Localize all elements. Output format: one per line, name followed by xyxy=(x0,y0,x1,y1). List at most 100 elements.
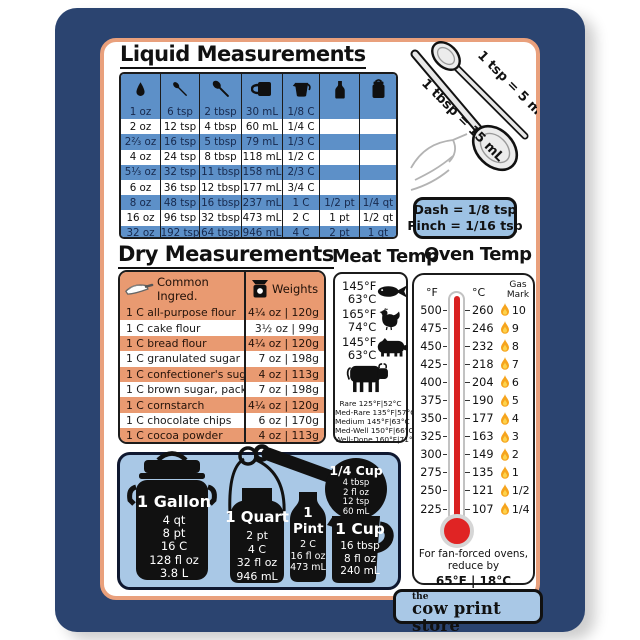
liquid-cell-cup: 1/3 C xyxy=(283,134,320,150)
spoon-conversions-graphic: 1 tbsp = 15 mL 1 tsp = 5 mL xyxy=(407,40,550,198)
oven-table-row: 475 246 9 xyxy=(417,319,534,337)
quart-jar-icon xyxy=(228,446,286,583)
dash-pinch-box: Dash = 1/8 tsp Pinch = 1/16 tsp xyxy=(407,197,523,239)
oven-cell-fahrenheit: 350 xyxy=(420,412,442,426)
oven-cell-fahrenheit: 400 xyxy=(420,375,442,389)
quarter-cup-label: 1/4 Cup 4 tbsp 2 fl oz 12 tsp 60 mL xyxy=(327,463,385,517)
oven-cell-celsius: 232 xyxy=(471,339,494,353)
cow-icon xyxy=(343,362,398,398)
quarter-cup-name: 1/4 Cup xyxy=(329,463,383,478)
liquid-cell-cup: 2 C xyxy=(283,210,320,226)
oven-cell-celsius: 121 xyxy=(471,484,494,498)
quarter-cup-equivalents: 4 tbsp 2 fl oz 12 tsp 60 mL xyxy=(342,478,370,517)
liquid-cell-quart xyxy=(360,119,396,134)
tablespoon-icon xyxy=(200,74,242,104)
dry-table-header: Common Ingred. Weights xyxy=(120,272,324,305)
liquid-cell-ml: 473 mL xyxy=(242,210,283,226)
liquid-cell-pint xyxy=(320,179,360,196)
right-tick xyxy=(465,345,470,347)
liquid-cell-oz: 5⅓ oz xyxy=(121,164,161,180)
liquid-cell-quart xyxy=(360,150,396,165)
dry-table-row: 1 C brown sugar, packed 7 oz | 198g xyxy=(120,381,324,398)
oven-cell-fahrenheit: 500 xyxy=(420,303,442,317)
scoop-icon xyxy=(124,280,154,297)
dry-table-row: 1 C granulated sugar 7 oz | 198g xyxy=(120,351,324,367)
oven-cell-gas-mark: 1 xyxy=(511,466,519,480)
oven-cell-fahrenheit: 375 xyxy=(420,394,442,408)
chicken-temp-row: 165°F 74°C xyxy=(335,307,406,335)
fan-note-line1: For fan-forced ovens, xyxy=(418,548,529,560)
oven-cell-gas-mark: 6 xyxy=(511,375,519,389)
liquid-cell-tbsp: 12 tbsp xyxy=(200,179,242,196)
liquid-cell-cup: 1/8 C xyxy=(283,104,320,120)
oven-cell-celsius: 218 xyxy=(471,357,494,371)
oven-gas-mark-header: Gas Mark xyxy=(506,280,530,300)
left-tick xyxy=(442,472,448,474)
thermometer-bulb xyxy=(440,514,474,548)
right-tick xyxy=(465,436,470,438)
oven-cell-gas-mark: 4 xyxy=(511,412,519,426)
oven-table-row: 400 204 6 xyxy=(417,373,534,391)
liquid-cell-ml: 158 mL xyxy=(242,164,283,180)
pork-temp-row: 145°F 63°C xyxy=(335,335,409,363)
dry-table-row: 1 C bread flour 4¼ oz | 120g xyxy=(120,335,324,352)
dry-cell-ingredient: 1 C confectioner's sugar xyxy=(120,366,246,382)
fish-icon xyxy=(376,283,408,304)
oven-cell-gas-mark: 3 xyxy=(511,430,519,444)
mug-icon xyxy=(242,74,283,104)
left-tick xyxy=(442,454,448,456)
oven-table-header: °F °C Gas Mark xyxy=(414,280,533,303)
dry-table-row: 1 C confectioner's sugar 4 oz | 113g xyxy=(120,366,324,382)
liquid-cell-tsp: 36 tsp xyxy=(161,179,200,196)
oven-cell-fahrenheit: 250 xyxy=(420,484,442,498)
left-tick xyxy=(442,400,448,402)
tablespoon-icon xyxy=(410,49,519,172)
fan-oven-note: For fan-forced ovens, reduce by 65°F | 1… xyxy=(414,548,533,587)
oven-cell-celsius: 260 xyxy=(471,303,494,317)
liquid-cell-cup: 1/4 C xyxy=(283,119,320,135)
thermometer-icon xyxy=(448,291,465,523)
dry-table-row: 1 C cornstarch 4¼ oz | 120g xyxy=(120,397,324,413)
dry-cell-weight: 6 oz | 170g xyxy=(258,413,319,427)
chicken-temp-c: 74°C xyxy=(347,320,377,334)
dry-cell-ingredient: 1 C cornstarch xyxy=(120,397,246,413)
oven-table-row: 425 218 7 xyxy=(417,355,534,373)
liquid-table-row: 4 oz 24 tsp 8 tbsp 118 mL 1/2 C xyxy=(121,149,396,165)
measuring-pitcher-icon xyxy=(283,74,320,104)
meat-temp-title: Meat Temp xyxy=(332,246,439,267)
flame-icon xyxy=(499,393,511,408)
quart-name: 1 Quart xyxy=(225,508,289,526)
liquid-cell-tsp: 16 tsp xyxy=(161,134,200,150)
liquid-cell-tbsp: 32 tbsp xyxy=(200,210,242,226)
oven-cell-celsius: 107 xyxy=(471,502,494,516)
liquid-cell-oz: 8 oz xyxy=(121,195,161,211)
oven-cell-fahrenheit: 275 xyxy=(420,466,442,480)
liquid-cell-ml: 237 mL xyxy=(242,195,283,211)
pint-bottle-icon xyxy=(290,492,326,582)
liquid-cell-tsp: 96 tsp xyxy=(161,210,200,226)
oven-c-header: °C xyxy=(472,286,486,299)
teaspoon-icon xyxy=(161,74,200,104)
pinching-hand-icon xyxy=(410,133,468,191)
oven-cell-gas-mark: 2 xyxy=(511,448,519,462)
measuring-cup-icon xyxy=(327,516,394,583)
liquid-cell-oz: 16 oz xyxy=(121,210,161,226)
liquid-table-row: 8 oz 48 tsp 16 tbsp 237 mL 1 C 1/2 pt 1/… xyxy=(121,195,396,211)
beef-doneness-line: Well-Done 160°F|71°C xyxy=(335,435,418,445)
oven-table-row: 250 121 1/2 xyxy=(417,482,534,500)
liquid-table-rows: 1 oz 6 tsp 2 tbsp 30 mL 1/8 C 2 oz 12 ts… xyxy=(121,104,396,239)
pork-temp-c: 63°C xyxy=(347,348,377,362)
liquid-cell-ml: 946 mL xyxy=(242,225,283,239)
dry-cell-weight: 4¼ oz | 120g xyxy=(247,336,319,350)
liquid-cell-ml: 79 mL xyxy=(242,134,283,150)
left-tick xyxy=(442,309,448,311)
cup-name: 1 Cup xyxy=(335,520,385,538)
flame-icon xyxy=(499,303,511,317)
dry-cell-weight: 7 oz | 198g xyxy=(258,383,319,397)
beef-doneness-line: Rare 125°F|52°C xyxy=(339,399,402,408)
dry-cell-weight: 7 oz | 198g xyxy=(258,352,319,366)
flame-icon xyxy=(499,339,511,353)
liquid-cell-pint xyxy=(320,164,360,180)
liquid-table-row: 2 oz 12 tsp 4 tbsp 60 mL 1/4 C xyxy=(121,119,396,135)
